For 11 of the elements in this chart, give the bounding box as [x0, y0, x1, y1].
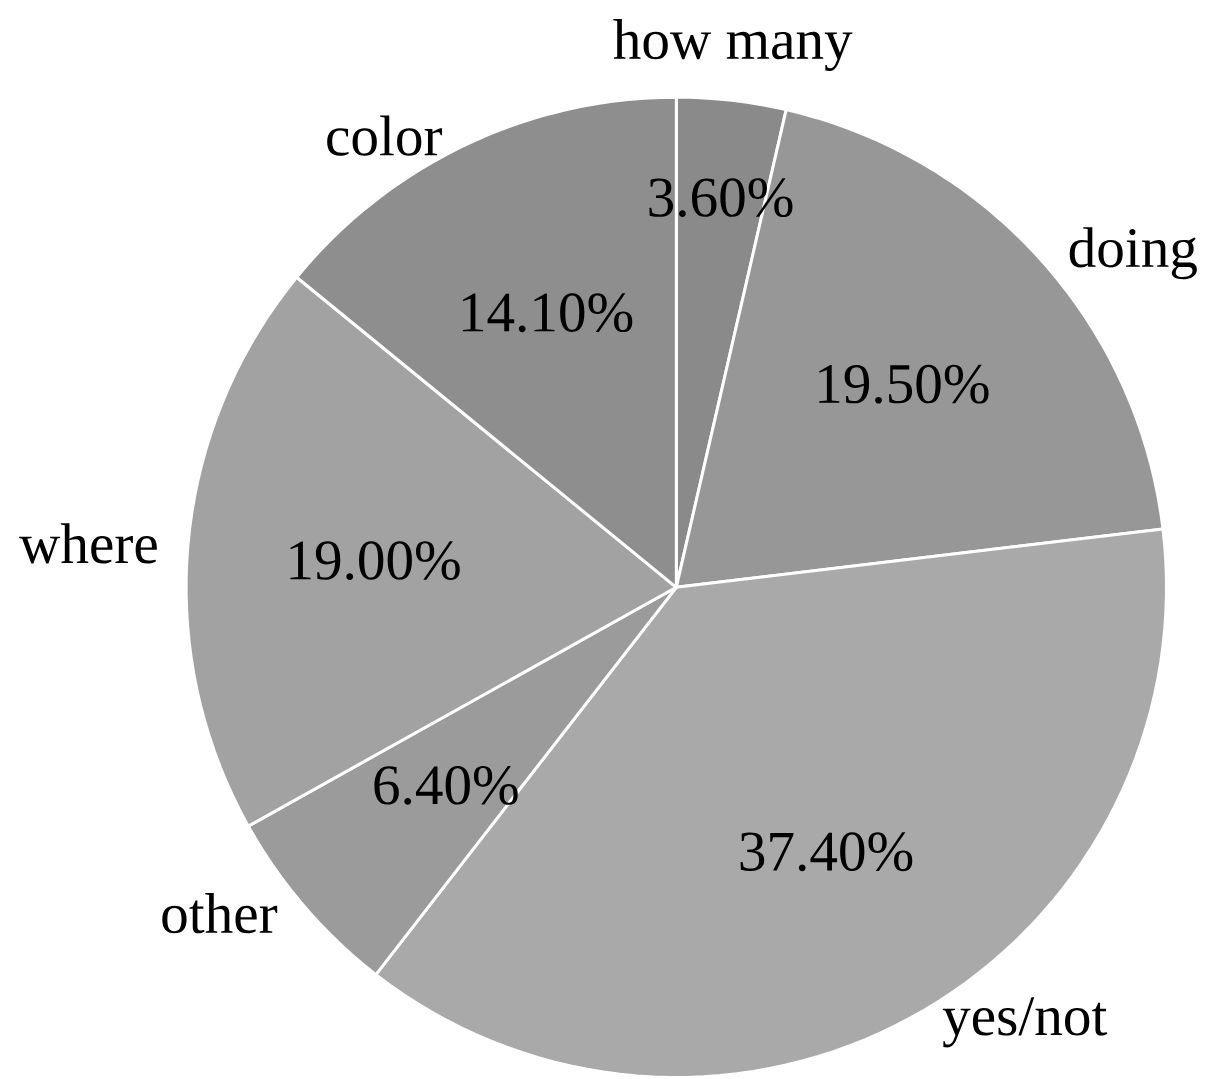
slice-label: where	[19, 523, 157, 564]
slice-label: doing	[1069, 227, 1197, 280]
slice-label: color	[327, 115, 443, 156]
slice-label: other	[162, 893, 278, 934]
data-label: 37.40%	[740, 832, 913, 872]
data-label: 19.00%	[290, 541, 460, 581]
slice-label: yes/not	[942, 997, 1108, 1048]
data-label: 6.40%	[374, 766, 518, 805]
data-label: 14.10%	[462, 293, 633, 333]
slice-label: how many	[613, 19, 853, 72]
data-label: 19.50%	[819, 364, 989, 404]
